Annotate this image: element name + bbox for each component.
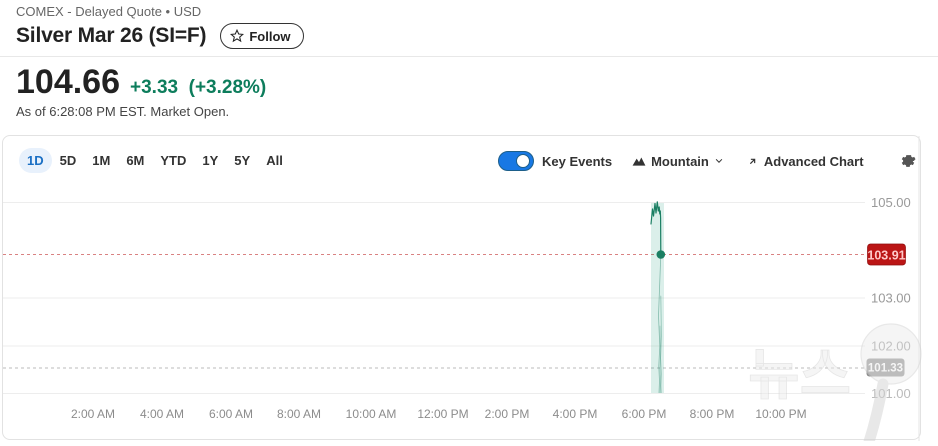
svg-text:6:00 PM: 6:00 PM bbox=[622, 407, 667, 421]
svg-text:103.00: 103.00 bbox=[871, 291, 911, 306]
svg-text:8:00 AM: 8:00 AM bbox=[277, 407, 321, 421]
svg-text:4:00 PM: 4:00 PM bbox=[553, 407, 598, 421]
svg-text:2:00 AM: 2:00 AM bbox=[71, 407, 115, 421]
svg-text:8:00 PM: 8:00 PM bbox=[690, 407, 735, 421]
svg-text:2:00 PM: 2:00 PM bbox=[485, 407, 530, 421]
svg-text:4:00 AM: 4:00 AM bbox=[140, 407, 184, 421]
svg-text:105.00: 105.00 bbox=[871, 195, 911, 210]
svg-text:103.91: 103.91 bbox=[867, 248, 905, 262]
svg-text:12:00 PM: 12:00 PM bbox=[417, 407, 468, 421]
svg-text:6:00 AM: 6:00 AM bbox=[209, 407, 253, 421]
svg-text:10:00 AM: 10:00 AM bbox=[346, 407, 397, 421]
svg-text:뉴스: 뉴스 bbox=[748, 330, 851, 411]
